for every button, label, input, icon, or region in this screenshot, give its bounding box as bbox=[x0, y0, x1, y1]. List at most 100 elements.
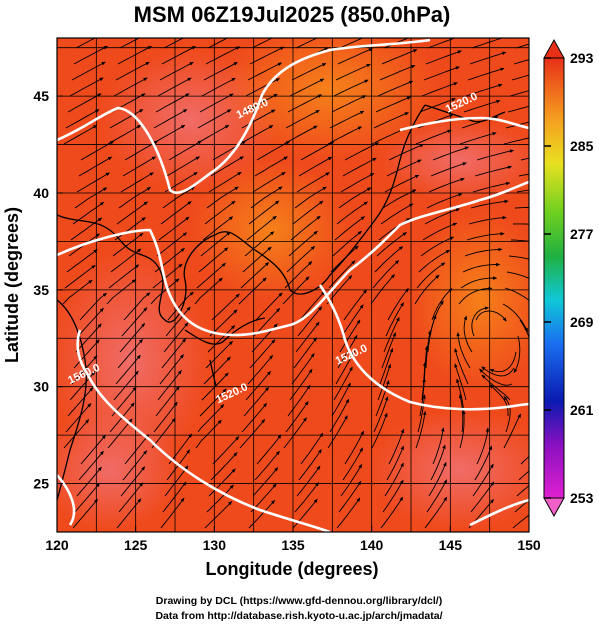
streamline bbox=[254, 450, 280, 481]
x-tick-label: 120 bbox=[45, 537, 69, 553]
streamline bbox=[289, 368, 313, 401]
streamline bbox=[380, 203, 414, 225]
streamline bbox=[67, 387, 94, 417]
streamline bbox=[164, 465, 189, 497]
streamline bbox=[379, 347, 394, 385]
streamline bbox=[199, 93, 234, 113]
streamline bbox=[384, 174, 420, 193]
coastlines bbox=[57, 104, 506, 501]
streamline bbox=[287, 94, 323, 113]
streamline bbox=[249, 339, 276, 369]
streamline bbox=[243, 93, 278, 113]
streamline bbox=[464, 247, 503, 257]
streamline bbox=[460, 276, 498, 289]
y-tick-label: 25 bbox=[33, 476, 49, 492]
streamline bbox=[249, 46, 285, 65]
streamline bbox=[419, 98, 456, 113]
streamline bbox=[415, 410, 427, 449]
streamline bbox=[76, 172, 110, 193]
streamline bbox=[295, 321, 320, 353]
streamline bbox=[74, 187, 108, 209]
streamline bbox=[416, 262, 446, 289]
streamline bbox=[292, 498, 318, 529]
streamline bbox=[71, 61, 106, 81]
streamline bbox=[120, 466, 146, 497]
streamline bbox=[122, 450, 148, 481]
streamline bbox=[421, 82, 458, 97]
streamline bbox=[432, 427, 445, 465]
streamline bbox=[250, 186, 283, 209]
streamline bbox=[152, 263, 183, 289]
streamline bbox=[458, 286, 493, 305]
streamline bbox=[474, 165, 513, 177]
streamline bbox=[198, 247, 229, 273]
credit-drawing: Drawing by DCL (https://www.gfd-dennou.o… bbox=[156, 595, 442, 607]
streamline bbox=[241, 109, 276, 129]
streamline bbox=[505, 121, 529, 129]
streamline bbox=[76, 466, 102, 497]
streamline bbox=[336, 201, 368, 225]
coastline-hokkaido bbox=[424, 104, 506, 123]
streamline bbox=[112, 232, 144, 257]
streamline bbox=[373, 112, 409, 129]
streamline bbox=[481, 374, 511, 401]
streamline bbox=[513, 335, 521, 373]
streamline bbox=[65, 403, 92, 433]
credit-data: Data from http://database.rish.kyoto-u.a… bbox=[155, 610, 442, 622]
streamline bbox=[238, 277, 267, 305]
streamline bbox=[376, 232, 407, 257]
streamline bbox=[283, 417, 307, 449]
streamline bbox=[73, 45, 108, 65]
streamline bbox=[195, 419, 222, 449]
streamline bbox=[424, 208, 461, 225]
streamline bbox=[334, 216, 365, 241]
streamline bbox=[373, 396, 389, 433]
coastline-japan bbox=[254, 104, 426, 295]
contour-1520-ne bbox=[399, 116, 529, 132]
streamline bbox=[161, 338, 187, 369]
streamline bbox=[285, 109, 320, 129]
streamline bbox=[424, 496, 448, 529]
streamline bbox=[79, 292, 107, 321]
streamline bbox=[246, 215, 277, 241]
streamline bbox=[388, 144, 424, 161]
streamline bbox=[80, 434, 106, 465]
x-tick-label: 130 bbox=[203, 537, 227, 553]
streamline bbox=[423, 66, 460, 81]
streamline bbox=[256, 434, 282, 465]
streamline bbox=[290, 215, 321, 241]
x-axis-ticks: 120 125 130 135 140 145 150 bbox=[45, 526, 541, 553]
streamline bbox=[204, 501, 233, 529]
streamline bbox=[163, 38, 185, 49]
streamline bbox=[463, 315, 473, 353]
streamline bbox=[286, 245, 316, 273]
streamline bbox=[239, 419, 266, 449]
streamline bbox=[77, 307, 104, 337]
streamline bbox=[285, 401, 309, 433]
streamline bbox=[118, 482, 144, 513]
streamline bbox=[387, 287, 409, 321]
streamline bbox=[385, 302, 404, 337]
streamline bbox=[296, 172, 330, 193]
streamline bbox=[380, 496, 404, 529]
streamline bbox=[383, 316, 400, 353]
streamline bbox=[162, 186, 195, 209]
y-tick-label: 30 bbox=[33, 379, 49, 395]
streamline bbox=[291, 353, 315, 385]
streamline bbox=[251, 38, 274, 49]
streamline bbox=[78, 450, 104, 481]
streamline bbox=[297, 306, 323, 337]
streamline bbox=[508, 255, 529, 260]
streamline bbox=[113, 77, 148, 97]
streamline bbox=[159, 61, 194, 81]
streamline bbox=[117, 338, 143, 369]
streamline bbox=[295, 38, 319, 49]
streamline bbox=[340, 172, 375, 193]
warm-region bbox=[57, 410, 180, 530]
streamline bbox=[520, 456, 529, 465]
y-tick-label: 45 bbox=[33, 88, 49, 104]
streamline bbox=[107, 418, 133, 449]
x-tick-label: 150 bbox=[517, 537, 541, 553]
streamline bbox=[516, 189, 529, 193]
streamline bbox=[200, 231, 231, 257]
